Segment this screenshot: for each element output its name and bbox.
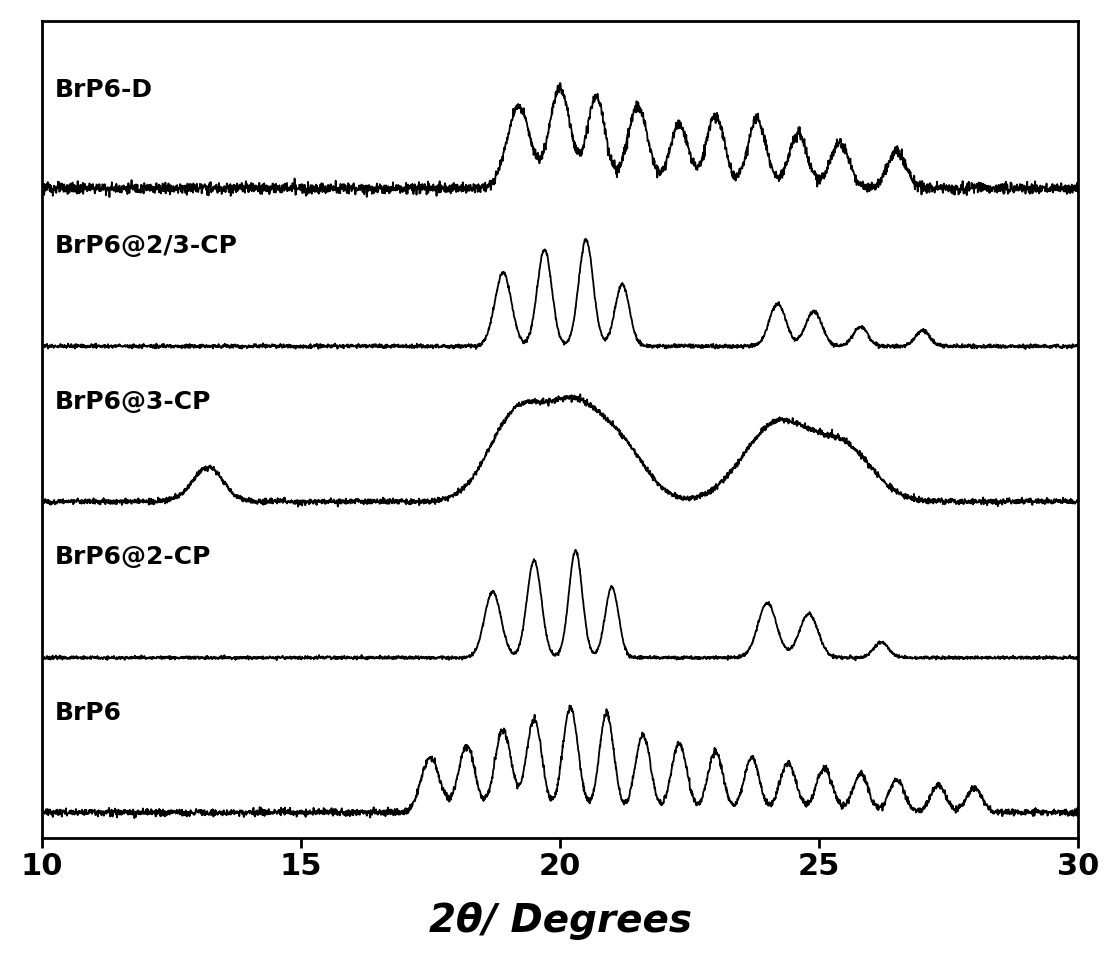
Text: BrP6@2/3-CP: BrP6@2/3-CP	[55, 234, 237, 258]
Text: BrP6@2-CP: BrP6@2-CP	[55, 545, 212, 569]
X-axis label: 2θ/ Degrees: 2θ/ Degrees	[429, 902, 691, 940]
Text: BrP6: BrP6	[55, 701, 122, 725]
Text: BrP6@3-CP: BrP6@3-CP	[55, 389, 212, 413]
Text: BrP6-D: BrP6-D	[55, 79, 153, 103]
